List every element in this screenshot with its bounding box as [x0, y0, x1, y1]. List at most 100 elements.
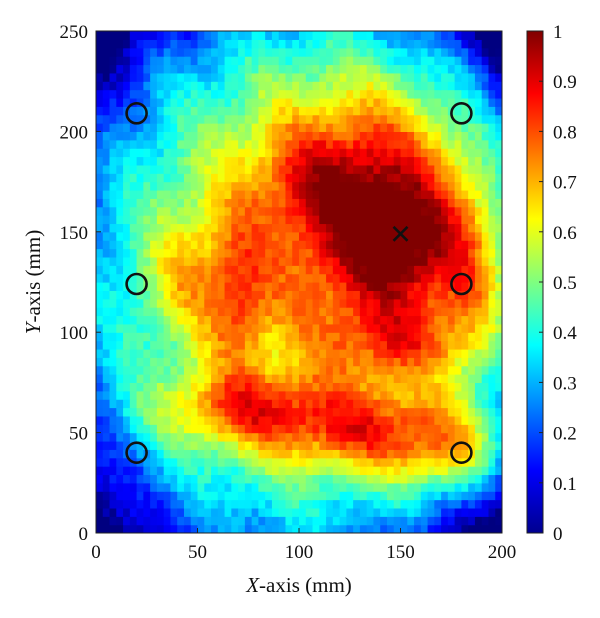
heatmap-cell	[346, 332, 354, 342]
heatmap-cell	[211, 424, 219, 434]
heatmap-cell	[238, 399, 246, 409]
heatmap-cell	[346, 231, 354, 241]
heatmap-cell	[393, 223, 402, 233]
heatmap-cell	[271, 440, 280, 450]
heatmap-cell	[278, 139, 287, 149]
heatmap-cell	[434, 56, 442, 66]
heatmap-cell	[116, 231, 124, 241]
heatmap-cell	[136, 198, 144, 208]
heatmap-cell	[346, 47, 354, 57]
heatmap-cell	[143, 365, 151, 375]
heatmap-cell	[244, 524, 253, 533]
heatmap-cell	[441, 357, 449, 367]
heatmap-cell	[299, 131, 307, 141]
heatmap-cell	[468, 390, 476, 400]
heatmap-cell	[441, 181, 449, 191]
heatmap-cell	[136, 440, 144, 450]
heatmap-cell	[441, 72, 449, 82]
heatmap-cell	[96, 415, 104, 425]
heatmap-cell	[238, 56, 246, 66]
heatmap-cell	[278, 315, 287, 325]
heatmap-cell	[136, 114, 144, 124]
heatmap-cell	[251, 256, 259, 266]
heatmap-cell	[414, 240, 422, 250]
heatmap-cell	[163, 516, 172, 526]
heatmap-cell	[285, 64, 293, 74]
heatmap-cell	[224, 106, 232, 116]
heatmap-cell	[339, 491, 347, 501]
heatmap-cell	[386, 56, 395, 66]
heatmap-cell	[129, 81, 138, 91]
heatmap-cell	[454, 256, 462, 266]
heatmap-cell	[136, 340, 144, 350]
heatmap-cell	[393, 507, 402, 517]
heatmap-cell	[183, 323, 192, 333]
heatmap-cell	[143, 440, 151, 450]
heatmap-cell	[400, 72, 408, 82]
heatmap-cell	[420, 348, 429, 358]
heatmap-cell	[299, 466, 307, 476]
heatmap-cell	[481, 256, 490, 266]
heatmap-cell	[163, 64, 172, 74]
heatmap-cell	[434, 348, 442, 358]
heatmap-cell	[177, 407, 185, 417]
heatmap-cell	[211, 114, 219, 124]
heatmap-cell	[339, 282, 347, 291]
heatmap-cell	[434, 524, 442, 533]
heatmap-cell	[454, 382, 462, 392]
heatmap-cell	[109, 265, 117, 275]
heatmap-cell	[102, 357, 111, 367]
heatmap-cell	[407, 240, 415, 250]
heatmap-cell	[183, 223, 192, 233]
heatmap-cell	[170, 81, 178, 91]
heatmap-cell	[427, 173, 435, 183]
heatmap-cell	[299, 181, 307, 191]
heatmap-cell	[481, 507, 490, 517]
heatmap-cell	[312, 240, 320, 250]
heatmap-cell	[461, 524, 469, 533]
heatmap-cell	[183, 440, 192, 450]
heatmap-cell	[474, 482, 483, 492]
heatmap-cell	[244, 248, 253, 258]
heatmap-cell	[258, 56, 266, 66]
heatmap-cell	[197, 47, 205, 57]
heatmap-cell	[346, 507, 354, 517]
heatmap-cell	[116, 374, 124, 383]
heatmap-cell	[312, 365, 320, 375]
heatmap-cell	[271, 524, 280, 533]
heatmap-cell	[102, 516, 111, 526]
heatmap-cell	[339, 189, 347, 199]
heatmap-cell	[359, 424, 368, 434]
heatmap-cell	[123, 139, 131, 149]
heatmap-cell	[177, 156, 185, 166]
heatmap-cell	[386, 231, 395, 241]
heatmap-cell	[366, 139, 375, 149]
heatmap-cell	[96, 265, 104, 275]
heatmap-cell	[454, 114, 462, 124]
heatmap-cell	[217, 290, 226, 300]
heatmap-cell	[96, 89, 104, 99]
heatmap-cell	[434, 432, 442, 442]
heatmap-cell	[299, 382, 307, 392]
heatmap-cell	[102, 131, 111, 141]
heatmap-cell	[109, 97, 117, 107]
heatmap-cell	[441, 256, 449, 266]
heatmap-cell	[177, 81, 185, 91]
heatmap-cell	[393, 206, 402, 216]
heatmap-cell	[326, 524, 334, 533]
heatmap-cell	[474, 240, 483, 250]
heatmap-cell	[414, 390, 422, 400]
heatmap-cell	[177, 223, 185, 233]
colorbar-tick-label: 0.5	[553, 273, 577, 294]
heatmap-cell	[258, 415, 266, 425]
heatmap-cell	[386, 139, 395, 149]
heatmap-cell	[177, 399, 185, 409]
heatmap-cell	[238, 357, 246, 367]
heatmap-cell	[271, 491, 280, 501]
heatmap-cell	[163, 524, 172, 533]
heatmap-cell	[359, 81, 368, 91]
heatmap-cell	[454, 323, 462, 333]
heatmap-cell	[319, 231, 327, 241]
heatmap-cell	[366, 466, 375, 476]
heatmap-cell	[129, 47, 138, 57]
